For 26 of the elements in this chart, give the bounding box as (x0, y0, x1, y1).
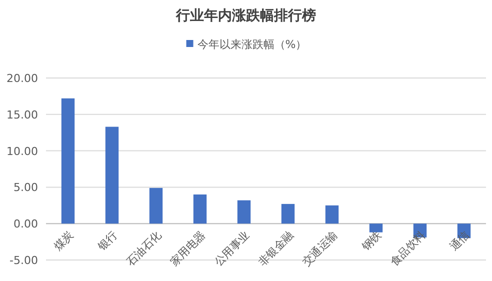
bar (193, 194, 207, 224)
x-tick-label: 食品饮料 (388, 228, 428, 269)
chart-title: 行业年内涨跌幅排行榜 (175, 7, 316, 24)
y-tick-label: 5.00 (14, 181, 38, 194)
x-tick-label: 非银金融 (256, 228, 296, 269)
x-tick-label: 公用事业 (212, 228, 252, 269)
x-tick-label: 家用电器 (168, 228, 208, 269)
x-tick-label: 煤炭 (51, 228, 76, 254)
bar (237, 200, 251, 224)
bar (369, 224, 383, 232)
bar (105, 126, 119, 224)
bar (281, 204, 295, 224)
bar (325, 205, 339, 224)
y-tick-label: 20.00 (6, 72, 38, 85)
bar (149, 188, 163, 224)
legend-label: 今年以来涨跌幅（%） (197, 38, 307, 51)
x-tick-label: 交通运输 (300, 228, 340, 269)
bar (61, 98, 75, 224)
x-tick-label: 钢铁 (358, 228, 384, 254)
x-tick-label: 银行 (94, 228, 120, 254)
y-tick-label: 10.00 (6, 144, 38, 158)
y-tick-label: 0.00 (14, 218, 38, 231)
y-tick-label: -5.00 (10, 254, 38, 267)
x-tick-label: 石油石化 (124, 228, 164, 269)
y-tick-label: 15.00 (6, 108, 38, 122)
x-tick-label: 通信 (447, 228, 472, 254)
